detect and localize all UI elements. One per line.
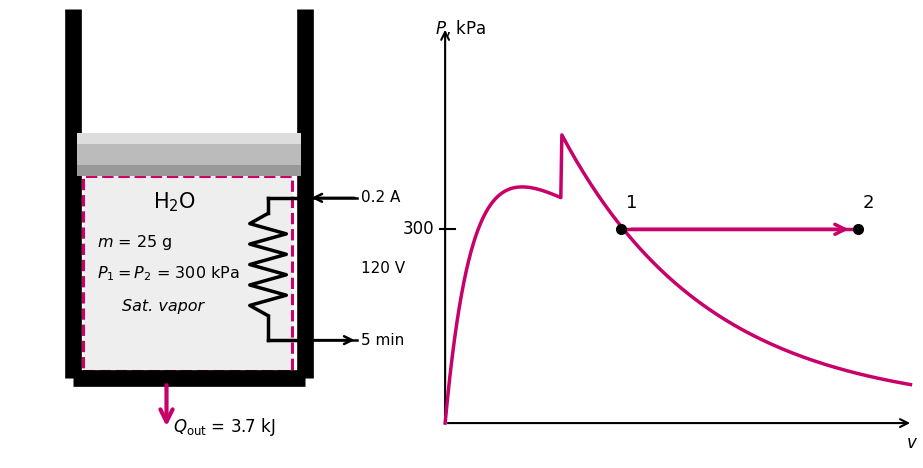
Text: 5 min: 5 min bbox=[362, 333, 404, 348]
Text: $v$: $v$ bbox=[905, 434, 918, 452]
Text: $Q_{\rm out}$ = 3.7 kJ: $Q_{\rm out}$ = 3.7 kJ bbox=[173, 416, 275, 438]
Text: 300: 300 bbox=[402, 220, 434, 238]
Bar bbox=[78, 133, 301, 145]
Text: $P_1 = P_2$ = 300 kPa: $P_1 = P_2$ = 300 kPa bbox=[98, 264, 240, 283]
Text: 0.2 A: 0.2 A bbox=[362, 190, 401, 205]
Bar bbox=[83, 176, 293, 371]
Text: $P$, kPa: $P$, kPa bbox=[435, 18, 485, 38]
Bar bbox=[78, 145, 301, 164]
Bar bbox=[78, 164, 301, 176]
Text: 1: 1 bbox=[626, 194, 638, 212]
Text: H$_2$O: H$_2$O bbox=[153, 190, 197, 214]
Text: Sat. vapor: Sat. vapor bbox=[122, 299, 204, 314]
Text: 2: 2 bbox=[863, 194, 874, 212]
Text: 120 V: 120 V bbox=[362, 262, 405, 277]
Text: $m$ = 25 g: $m$ = 25 g bbox=[98, 233, 173, 252]
